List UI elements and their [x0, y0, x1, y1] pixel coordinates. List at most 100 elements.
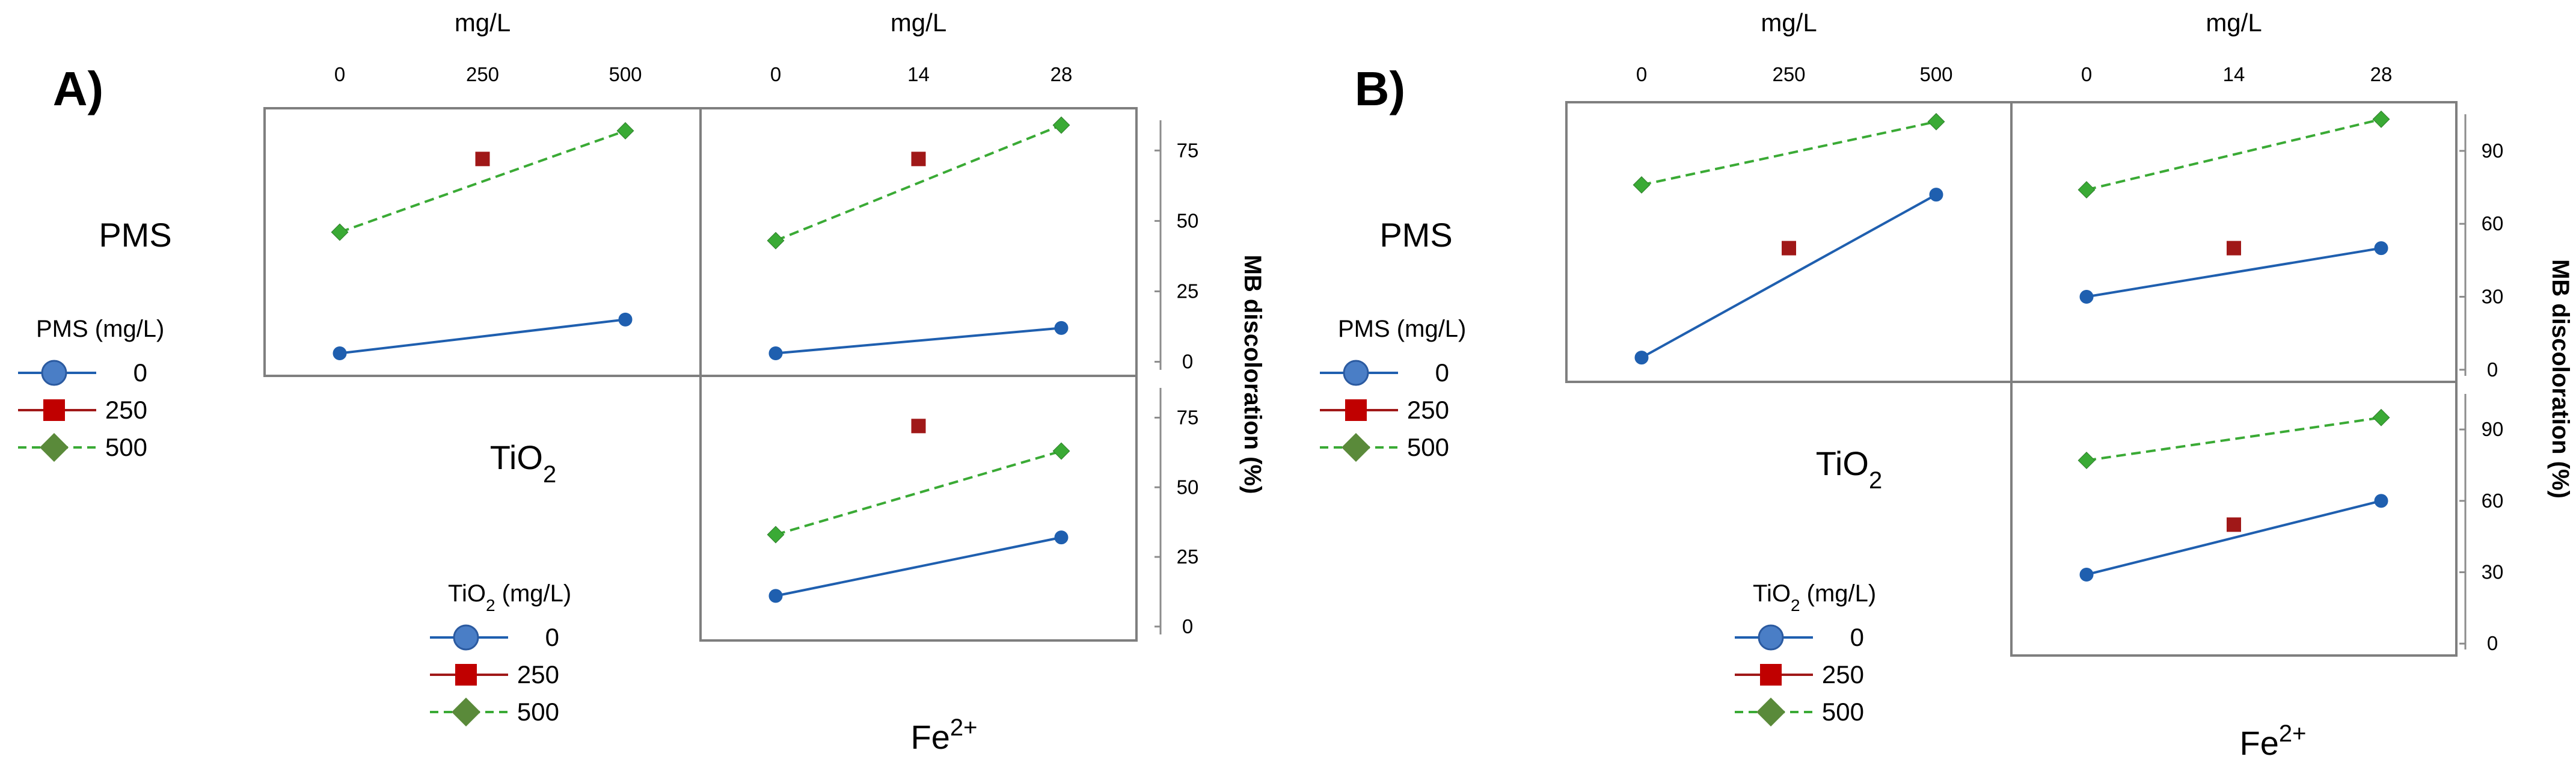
- panel-PMS-by-TiO2: [331, 122, 634, 361]
- data-point-0: [1929, 188, 1943, 202]
- legend-item-0: 0: [1735, 623, 1864, 651]
- y-axis-tick-label: 75: [1177, 139, 1199, 161]
- factor-subscript: 2: [1869, 467, 1882, 494]
- data-point-0: [768, 589, 783, 603]
- y-axis-tick-label: 60: [2482, 490, 2504, 512]
- legend-diamond-marker: [1756, 698, 1785, 726]
- data-point-250: [1782, 241, 1796, 256]
- data-point-500: [767, 232, 785, 250]
- legend-circle-marker: [41, 360, 67, 386]
- data-point-500: [616, 122, 634, 140]
- legend-title-unit: (mg/L): [1800, 580, 1877, 607]
- legend-circle-marker: [453, 624, 479, 651]
- legend-entry-label: 500: [1822, 698, 1864, 726]
- y-axis-tick-label: 75: [1177, 406, 1199, 428]
- series-line-500: [339, 129, 626, 233]
- data-point-0: [2374, 241, 2388, 256]
- data-point-0: [2079, 289, 2094, 304]
- legend-square-marker: [1345, 399, 1367, 421]
- top-axis-tick-label: 0: [334, 63, 345, 85]
- series-line-0: [2086, 499, 2382, 576]
- data-point-0: [1054, 530, 1069, 545]
- series-0: [333, 312, 633, 361]
- series-250: [1782, 241, 1796, 256]
- series-line-500: [2086, 118, 2382, 191]
- panel-TiO2-by-Fe: [2078, 408, 2390, 582]
- data-point-500: [767, 526, 785, 544]
- legend-square-marker: [455, 664, 477, 686]
- factor-name: Fe: [2240, 724, 2279, 762]
- legend-title: TiO2 (mg/L): [448, 580, 571, 615]
- y-axis-tick-label: 50: [1177, 476, 1199, 498]
- plot-A: A) mg/L 0 250 500 mg/L 0 14 28 0 25 50 75 0 25 50 75 MB d…: [18, 8, 1266, 756]
- y-axis-label: MB discoloration (%): [2547, 259, 2574, 499]
- row-factor-label-tio2: TiO2: [490, 438, 556, 488]
- legend-tio2: TiO2 (mg/L) 0 250 500: [430, 580, 571, 726]
- legend-title-factor: TiO: [448, 580, 486, 607]
- legend-item-0: 0: [430, 623, 559, 651]
- data-point-0: [2374, 494, 2388, 508]
- top-axis-unit: mg/L: [891, 8, 946, 37]
- legend-item-0: 0: [1320, 358, 1449, 387]
- factor-subscript: 2: [543, 461, 556, 488]
- data-point-0: [768, 346, 783, 361]
- legend-item-250: 250: [1320, 396, 1449, 424]
- factor-name: TiO: [490, 438, 543, 476]
- data-point-500: [1633, 176, 1651, 194]
- series-0: [1634, 188, 1943, 365]
- legend-item-250: 250: [18, 396, 147, 424]
- panel-PMS-by-Fe: [767, 116, 1070, 361]
- legend-title: PMS (mg/L): [36, 316, 164, 342]
- series-500: [767, 442, 1070, 544]
- legend-item-0: 0: [18, 358, 147, 387]
- panel-TiO2-by-Fe: [767, 419, 1070, 603]
- legend-entry-label: 0: [545, 623, 559, 651]
- data-point-250: [911, 152, 926, 167]
- legend-item-250: 250: [1735, 660, 1864, 689]
- legend-title-subscript: 2: [486, 596, 495, 615]
- y-axis-tick-label: 25: [1177, 545, 1199, 568]
- series-250: [475, 152, 490, 167]
- legend-entry-label: 500: [517, 698, 559, 726]
- data-point-500: [1052, 442, 1070, 460]
- legend-entry-label: 250: [1407, 396, 1449, 424]
- legend-title: TiO2 (mg/L): [1753, 580, 1876, 615]
- series-500: [2078, 408, 2390, 470]
- legend-entry-label: 500: [1407, 433, 1449, 461]
- legend-title-unit: (mg/L): [495, 580, 572, 607]
- legend-item-500: 500: [430, 698, 559, 726]
- y-axis-tick-label: 90: [2482, 418, 2504, 440]
- column-factor-label-fe: Fe2+: [2240, 720, 2307, 762]
- top-axis-tick-label: 250: [466, 63, 499, 85]
- y-axis-tick-label: 30: [2482, 285, 2504, 307]
- series-line-0: [339, 318, 626, 355]
- legend-title-factor: PMS: [1338, 316, 1390, 342]
- legend-diamond-marker: [1342, 433, 1370, 462]
- top-axis-tick-label: 500: [609, 63, 642, 85]
- top-axis-tick-label: 14: [907, 63, 930, 85]
- y-axis-tick-label: 25: [1177, 280, 1199, 302]
- series-250: [911, 152, 926, 167]
- data-point-500: [2372, 110, 2390, 128]
- panel-label: B): [1355, 62, 1405, 115]
- series-line-0: [775, 327, 1062, 355]
- legend-item-500: 500: [1320, 433, 1449, 462]
- data-point-250: [2227, 241, 2241, 256]
- legend-entry-label: 0: [1850, 623, 1864, 651]
- row-factor-label-tio2: TiO2: [1816, 444, 1882, 494]
- series-250: [911, 419, 926, 434]
- y-axis-tick-label: 30: [2482, 561, 2504, 583]
- bottom-right-frame: [2010, 381, 2458, 657]
- data-point-500: [2078, 181, 2096, 199]
- factor-name: PMS: [1379, 216, 1452, 254]
- data-point-0: [618, 312, 633, 327]
- legend-tio2: TiO2 (mg/L) 0 250 500: [1735, 580, 1876, 726]
- column-factor-label-fe: Fe2+: [911, 714, 978, 756]
- series-0: [768, 321, 1069, 361]
- series-500: [767, 116, 1070, 250]
- top-axis-tick-label: 250: [1772, 63, 1805, 85]
- legend-circle-marker: [1343, 360, 1369, 386]
- row-factor-label-pms: PMS: [1379, 216, 1452, 254]
- series-line-500: [775, 124, 1062, 242]
